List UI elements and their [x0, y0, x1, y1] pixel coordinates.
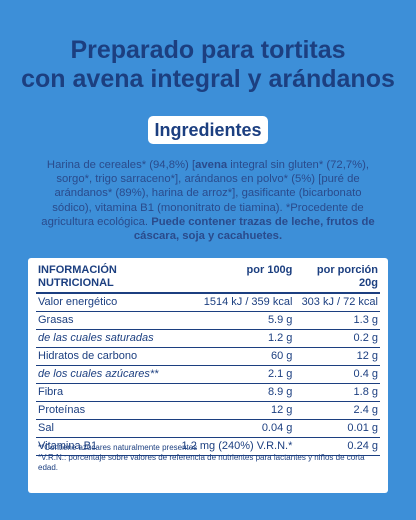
header-cell: INFORMACIÓN NUTRICIONAL: [36, 262, 180, 294]
ingredient-segment: Harina de cereales* (94,8%) [: [46, 159, 196, 171]
table-cell: 2.1 g: [179, 365, 295, 384]
table-cell: 0.04 g: [179, 419, 295, 438]
footnote: *V.R.N.: porcentaje sobre valores de ref…: [38, 453, 365, 472]
table-row: Fibra 8.9 g 1.8 g: [36, 383, 380, 402]
header-cell: por porción 20g: [294, 262, 380, 294]
table-row: Grasas 5.9 g 1.3 g: [36, 311, 380, 330]
table-cell: 8.9 g: [179, 383, 295, 402]
table-cell: 303 kJ / 72 kcal: [294, 293, 380, 312]
table-cell: de los cuales azúcares**: [36, 365, 180, 384]
title-line: Preparado para tortitas: [70, 36, 346, 64]
ingredient-segment: avena: [195, 159, 228, 171]
table-cell: 1.3 g: [294, 311, 380, 330]
table-row: Hidratos de carbono 60 g 12 g: [36, 347, 380, 366]
table-row: Proteínas 12 g 2.4 g: [36, 401, 380, 420]
table-row: Sal 0.04 g 0.01 g: [36, 419, 380, 438]
table-cell: 0.01 g: [294, 419, 380, 438]
footnote: **Contiene azúcares naturalmente present…: [38, 443, 198, 452]
ingredients-text: Harina de cereales* (94,8%) [avena integ…: [36, 158, 380, 243]
table-cell: 1.8 g: [294, 383, 380, 402]
table-cell: 1.2 g: [179, 329, 295, 348]
table-cell: de las cuales saturadas: [36, 329, 180, 348]
nutrition-table: INFORMACIÓN NUTRICIONAL por 100g por porci…: [36, 262, 380, 456]
table-cell: 1.2 mg (240%) V.R.N.*: [179, 437, 295, 456]
table-cell: 0.4 g: [294, 365, 380, 384]
table-cell: Vitamina B1: [36, 437, 180, 456]
table-header: INFORMACIÓN NUTRICIONAL por 100g por porci…: [36, 262, 380, 294]
ingredient-segment: Puede contener trazas de leche, frutos d…: [133, 215, 375, 243]
table-row: de las cuales saturadas 1.2 g 0.2 g: [36, 329, 380, 348]
title-line: con avena integral y arándanos: [21, 65, 395, 93]
header-cell: por 100g: [179, 262, 295, 294]
table-row: Vitamina B1 1.2 mg (240%) V.R.N.* 0.24 g: [36, 437, 380, 456]
table-cell: 0.2 g: [294, 329, 380, 348]
table-cell: 1514 kJ / 359 kcal: [179, 293, 295, 312]
table-cell: Grasas: [36, 311, 180, 330]
table-cell: 0.24 g: [294, 437, 380, 456]
table-cell: 5.9 g: [179, 311, 295, 330]
table-cell: Hidratos de carbono: [36, 347, 180, 366]
table-cell: 12 g: [179, 401, 295, 420]
table-cell: 2.4 g: [294, 401, 380, 420]
title: Preparado para tortitas con avena integr…: [0, 36, 416, 94]
table-cell: Fibra: [36, 383, 180, 402]
table-cell: Valor energético: [36, 293, 180, 312]
table-cell: 12 g: [294, 347, 380, 366]
ingredients-heading: Ingredientes: [148, 116, 268, 144]
table-cell: 60 g: [179, 347, 295, 366]
ingredient-segment: integral sin gluten* (72,7%), sorgo*, tr…: [41, 159, 370, 228]
table-cell: Sal: [36, 419, 180, 438]
table-row: de los cuales azúcares** 2.1 g 0.4 g: [36, 365, 380, 384]
table-cell: Proteínas: [36, 401, 180, 420]
footnotes: **Contiene azúcares naturalmente present…: [38, 443, 378, 473]
nutrition-panel: INFORMACIÓN NUTRICIONAL por 100g por porci…: [28, 258, 388, 493]
table-row: Valor energético 1514 kJ / 359 kcal 303 kJ…: [36, 293, 380, 312]
